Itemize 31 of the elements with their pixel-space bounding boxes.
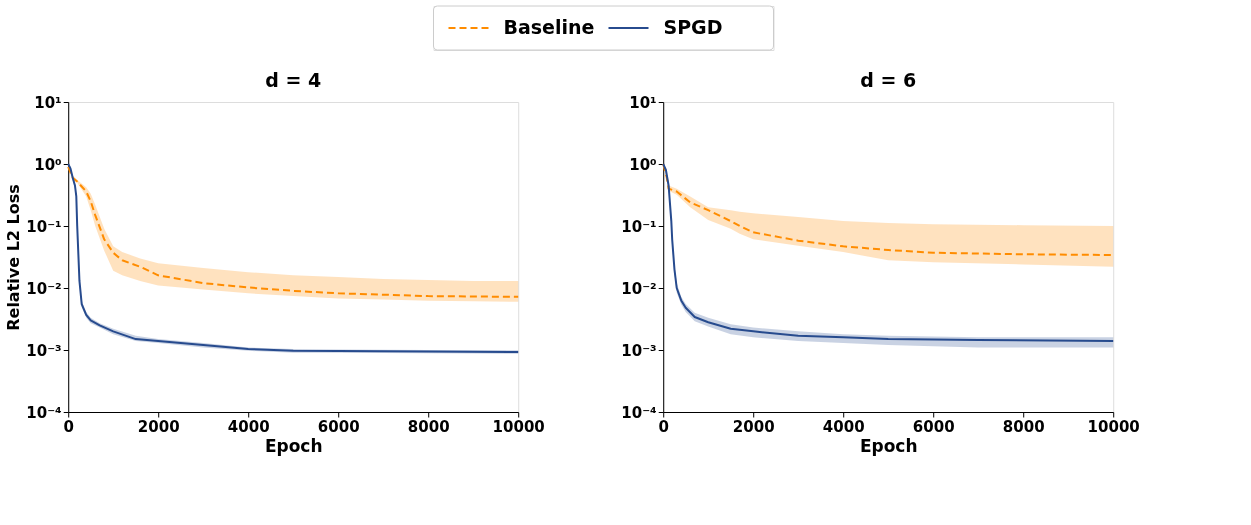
y-tick-label: 10¹	[34, 93, 62, 112]
x-tick-label: 4000	[822, 417, 865, 436]
x-tick-label: 6000	[317, 417, 360, 436]
y-tick-label: 10⁻⁴	[26, 403, 62, 422]
y-tick-label: 10⁻¹	[26, 217, 62, 236]
x-tick-label: 10000	[492, 417, 545, 436]
chart-title: d = 4	[265, 69, 322, 91]
y-tick-label: 10⁻³	[621, 341, 657, 360]
legend-label: Baseline	[503, 16, 595, 38]
y-tick-label: 10⁻¹	[621, 217, 657, 236]
legend-label: SPGD	[663, 16, 723, 38]
y-tick-label: 10¹	[629, 93, 657, 112]
x-tick-label: 8000	[407, 417, 450, 436]
x-tick-label: 8000	[1002, 417, 1045, 436]
x-tick-label: 2000	[137, 417, 180, 436]
y-tick-label: 10⁻²	[26, 279, 62, 298]
x-tick-label: 10000	[1087, 417, 1140, 436]
y-axis-title: Relative L2 Loss	[4, 184, 24, 331]
y-tick-label: 10⁻⁴	[621, 403, 657, 422]
y-tick-label: 10⁰	[34, 155, 62, 174]
y-tick-label: 10⁻³	[26, 341, 62, 360]
x-axis-title: Epoch	[264, 435, 323, 456]
x-tick-label: 6000	[912, 417, 955, 436]
x-axis-title: Epoch	[859, 435, 918, 456]
y-tick-label: 10⁻²	[621, 279, 657, 298]
y-tick-label: 10⁰	[629, 155, 657, 174]
chart-title: d = 6	[860, 69, 917, 91]
x-tick-label: 4000	[227, 417, 270, 436]
x-tick-label: 2000	[732, 417, 775, 436]
x-tick-label: 0	[63, 417, 74, 436]
x-tick-label: 0	[658, 417, 669, 436]
